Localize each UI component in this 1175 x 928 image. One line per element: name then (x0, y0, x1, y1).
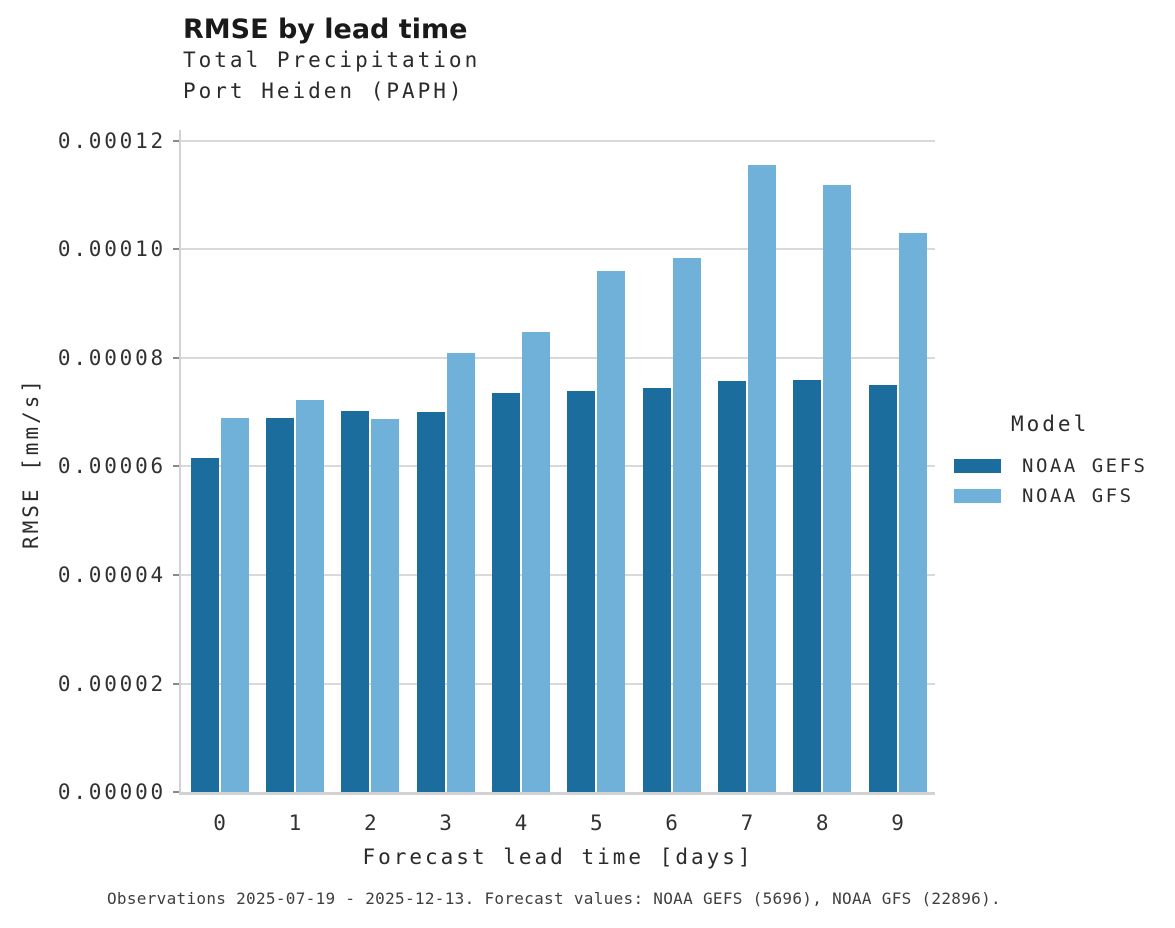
bar-noaa-gfs-lead-2 (371, 419, 400, 792)
x-tick-label: 6 (665, 811, 678, 835)
gridline (181, 574, 935, 576)
bar-noaa-gefs-lead-5 (567, 391, 596, 792)
x-tick-label: 4 (514, 811, 528, 835)
bar-noaa-gefs-lead-0 (190, 458, 219, 792)
legend-key-noaa-gefs (954, 459, 1001, 473)
y-tick-label: 0.00002 (57, 671, 166, 696)
x-tick-label: 7 (740, 811, 754, 835)
y-axis-tick (173, 248, 179, 251)
gridline (181, 465, 935, 468)
chart-subtitle-variable: Total Precipitation (183, 48, 481, 72)
y-axis-tick (173, 574, 179, 576)
gridline (181, 139, 935, 142)
bar-noaa-gefs-lead-8 (793, 379, 822, 792)
bar-noaa-gefs-lead-2 (341, 410, 370, 792)
chart-title: RMSE by lead time (183, 14, 468, 45)
bar-noaa-gefs-lead-4 (491, 393, 520, 792)
y-axis-tick (173, 682, 179, 685)
bar-noaa-gfs-lead-1 (295, 400, 324, 792)
y-tick-label: 0.00004 (57, 563, 166, 587)
y-tick-label: 0.00010 (57, 237, 166, 262)
plot-panel (179, 130, 935, 795)
x-tick-label: 0 (213, 811, 226, 835)
bar-noaa-gfs-lead-7 (747, 164, 776, 792)
x-tick-label: 8 (815, 811, 829, 835)
gridline (181, 682, 935, 685)
y-axis-tick (173, 356, 179, 359)
y-tick-label: 0.00012 (57, 128, 166, 153)
bar-noaa-gfs-lead-3 (446, 352, 475, 792)
legend-label-noaa-gefs: NOAA GEFS (1022, 455, 1148, 477)
bar-noaa-gefs-lead-3 (416, 411, 445, 792)
bar-noaa-gfs-lead-4 (521, 331, 550, 792)
gridline (181, 356, 935, 359)
bar-noaa-gfs-lead-9 (898, 233, 927, 792)
x-axis-title: Forecast lead time [days] (362, 845, 754, 869)
bar-noaa-gefs-lead-7 (717, 381, 746, 792)
x-tick-label: 2 (363, 811, 377, 835)
y-tick-label: 0.00006 (57, 454, 166, 479)
bar-noaa-gfs-lead-0 (220, 417, 249, 792)
x-tick-label: 1 (288, 811, 302, 835)
bar-noaa-gfs-lead-6 (672, 257, 701, 792)
legend-title: Model (1011, 412, 1090, 436)
legend-key-noaa-gfs (954, 489, 1001, 503)
y-axis-tick (173, 465, 179, 468)
bar-noaa-gefs-lead-9 (868, 385, 897, 792)
y-axis-tick (173, 791, 179, 793)
chart-subtitle-station: Port Heiden (PAPH) (183, 79, 465, 103)
bar-noaa-gefs-lead-6 (642, 388, 671, 792)
bar-noaa-gfs-lead-8 (823, 185, 852, 792)
y-tick-label: 0.00008 (57, 345, 166, 370)
gridline (181, 248, 935, 251)
bar-noaa-gfs-lead-5 (597, 271, 626, 792)
x-tick-label: 5 (589, 811, 603, 835)
y-tick-label: 0.00000 (57, 780, 166, 804)
y-axis-tick (173, 139, 179, 142)
legend-label-noaa-gfs: NOAA GFS (1022, 485, 1134, 507)
caption: Observations 2025-07-19 - 2025-12-13. Fo… (107, 889, 1001, 908)
x-tick-label: 3 (439, 811, 452, 835)
x-tick-label: 9 (891, 811, 904, 835)
bar-noaa-gefs-lead-1 (265, 417, 294, 792)
